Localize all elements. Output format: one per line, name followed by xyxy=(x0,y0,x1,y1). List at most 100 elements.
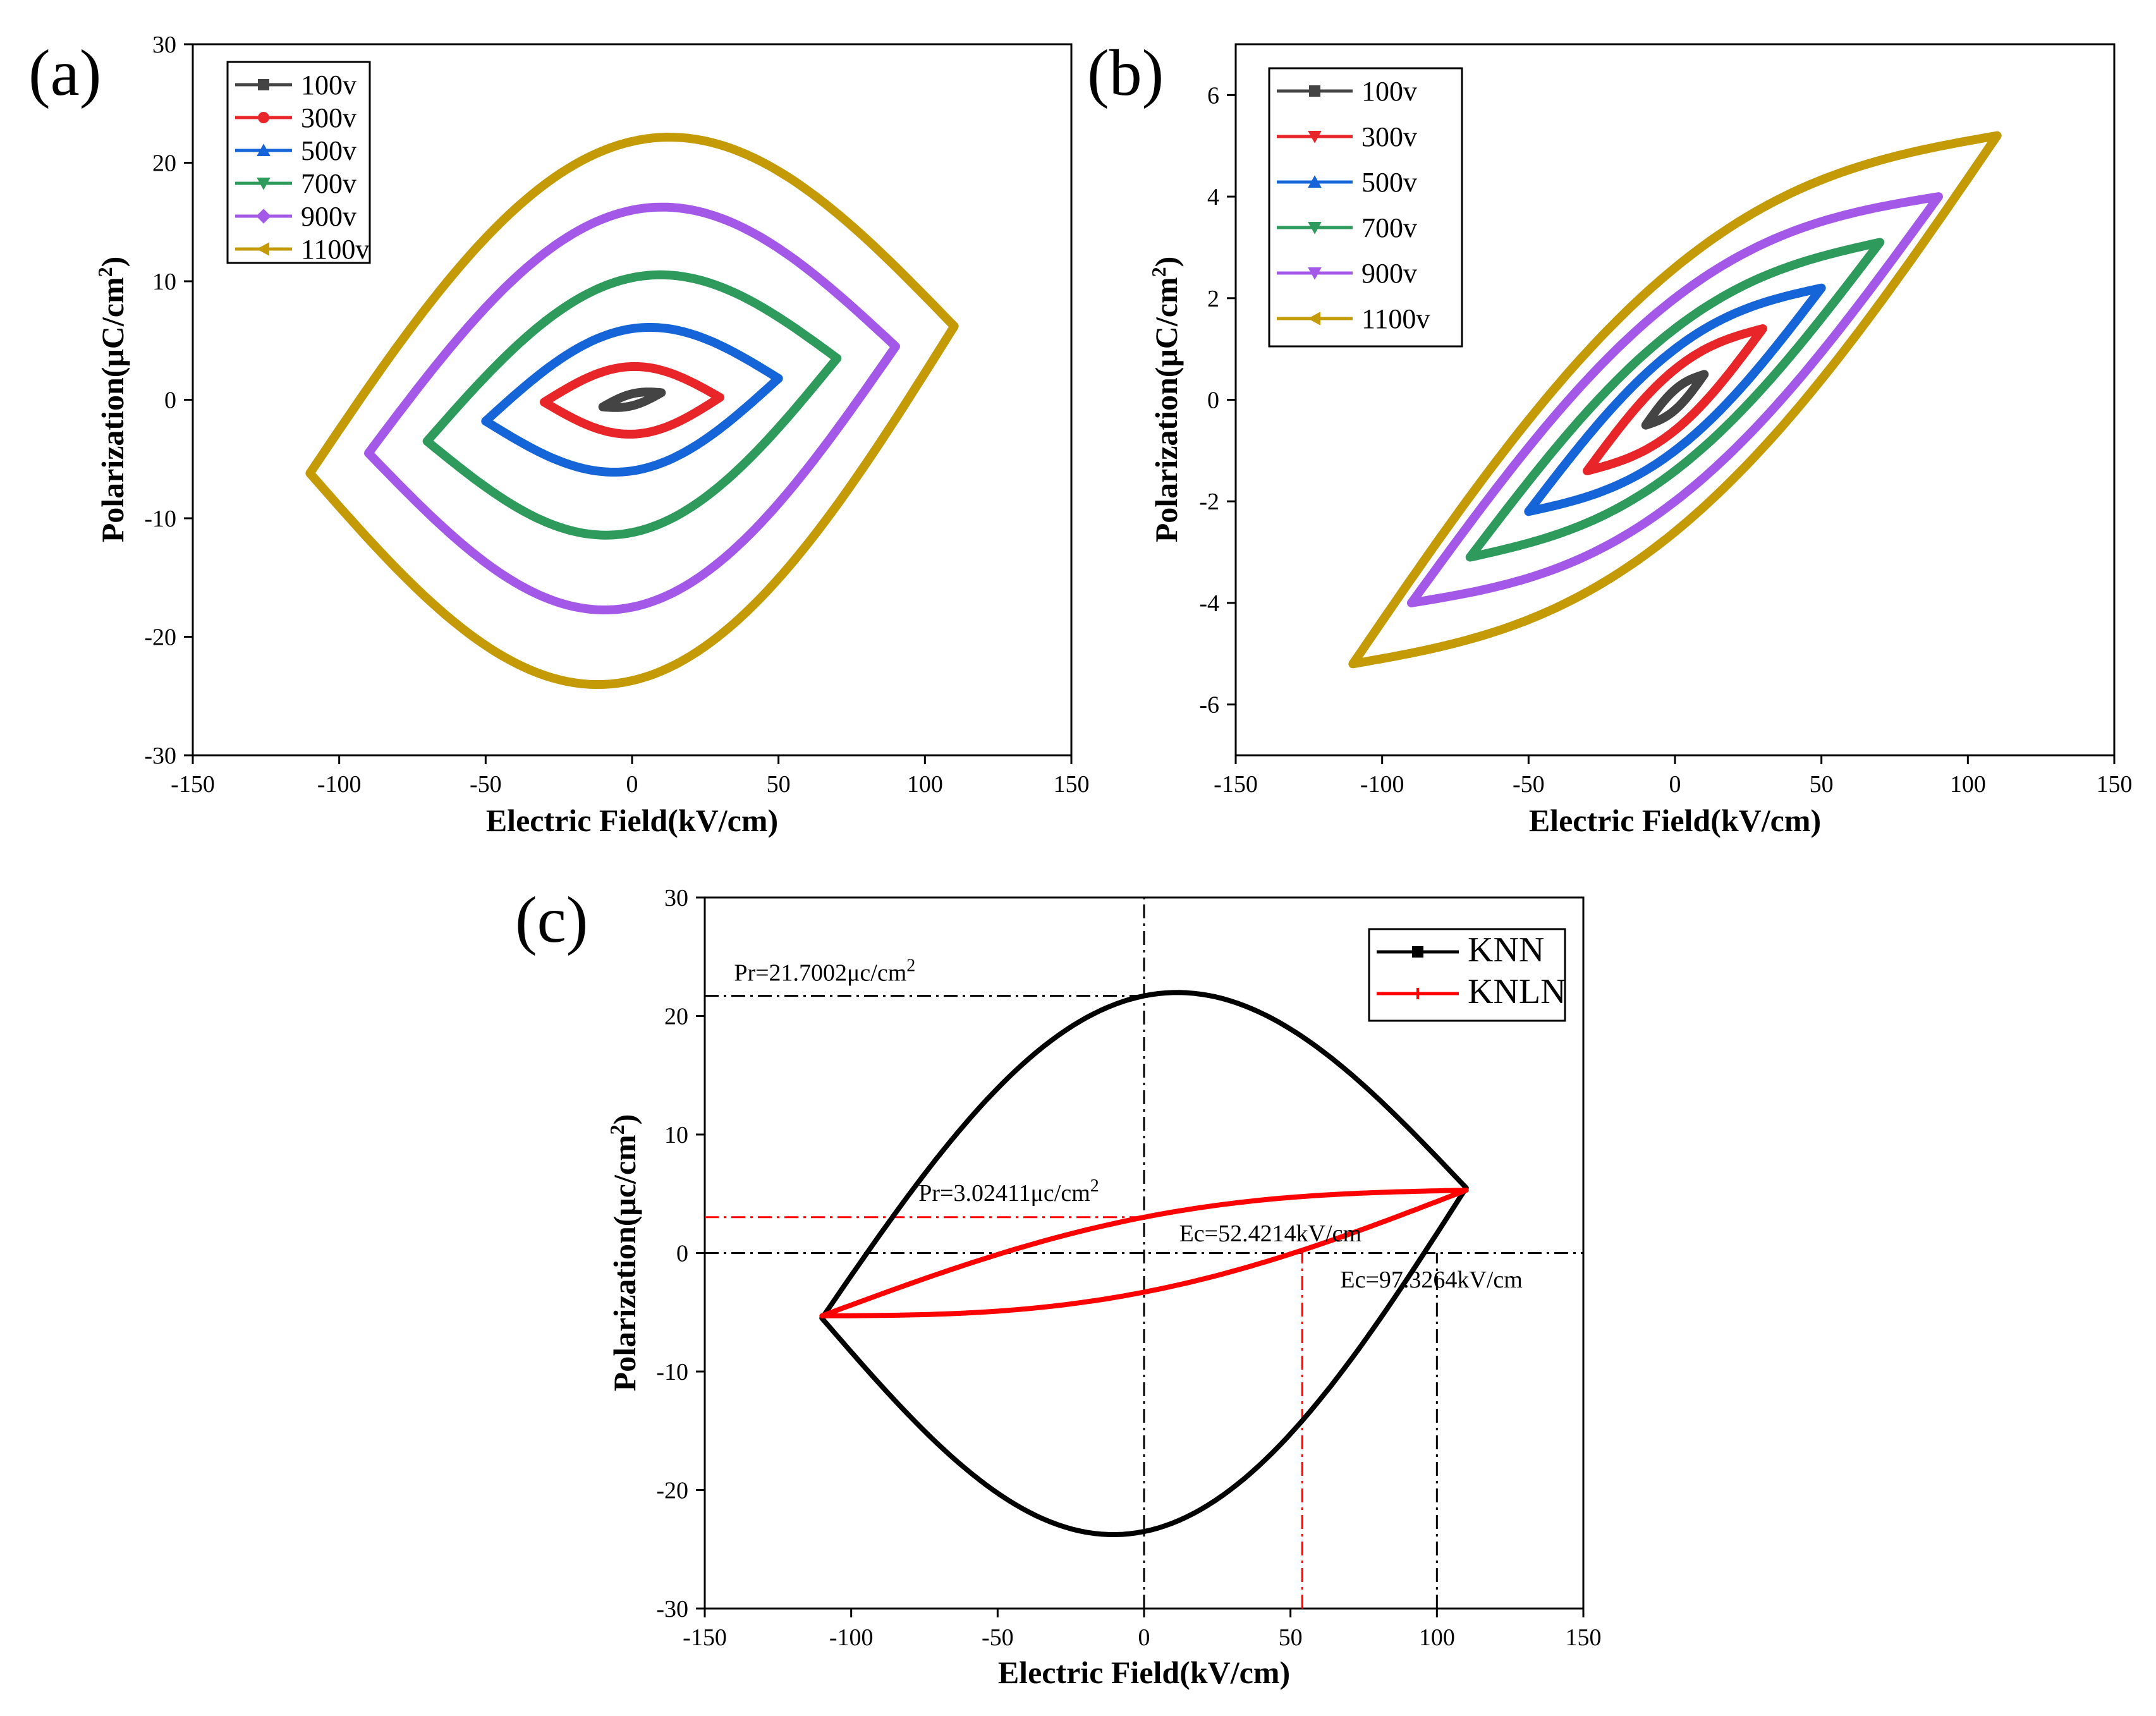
legend-label-1100v: 1100v xyxy=(301,234,369,265)
panel-b-y-axis-title-sup: 2 xyxy=(1147,267,1170,277)
annotation-text: Ec=52.4214kV/cm xyxy=(1179,1220,1361,1247)
panel-a-y-axis-title-tail: ) xyxy=(95,257,130,267)
y-tick-label: -30 xyxy=(656,1596,688,1622)
panel-b-x-axis-title: Electric Field(kV/cm) xyxy=(1529,803,1821,838)
series-500v-loop xyxy=(1524,283,1826,516)
x-tick-label: -150 xyxy=(683,1624,727,1651)
x-tick-label: 150 xyxy=(2097,771,2133,798)
legend-label-700v: 700v xyxy=(301,168,356,199)
x-tick-label: -150 xyxy=(171,771,215,798)
y-tick-label: 6 xyxy=(1207,82,1219,109)
series-100v-loop xyxy=(598,387,666,412)
x-tick-label: 50 xyxy=(767,771,791,798)
x-tick-label: -50 xyxy=(1513,771,1545,798)
legend-marker-300v xyxy=(258,112,269,123)
y-tick-label: -4 xyxy=(1199,590,1219,617)
panel-b-y-axis-title-main: Polarization(μC/cm xyxy=(1148,277,1184,542)
legend-marker-500v xyxy=(257,143,271,156)
y-tick-label: -20 xyxy=(656,1478,688,1504)
legend-marker-100v xyxy=(258,79,269,90)
series-1100v-loop xyxy=(1348,131,2002,669)
legend-label-500v: 500v xyxy=(301,135,356,166)
panel-b-y-axis-title-tail: ) xyxy=(1148,257,1184,267)
legend-marker-1100v xyxy=(1308,312,1320,326)
y-tick-label: -6 xyxy=(1199,692,1219,719)
y-tick-label: 0 xyxy=(676,1241,688,1267)
legend-marker-700v xyxy=(257,178,271,190)
panel-a: (a) -150 -100 -50 0 50 100 150-30-20-100102030… xyxy=(28,32,1090,838)
legend-box xyxy=(1368,928,1566,1022)
series-300v-loop xyxy=(540,362,724,439)
series-300v-loop xyxy=(1583,324,1767,475)
panel-b: (b) -150 -100 -50 0 50 100 150 -6 -4 -2 0 2 4 6 Elect… xyxy=(1087,37,2133,838)
x-tick-label: 0 xyxy=(626,771,638,798)
x-tick-label: 0 xyxy=(1138,1624,1150,1651)
panel-c-x-axis-title: Electric Field(kV/cm) xyxy=(998,1655,1290,1690)
legend-marker-500v xyxy=(1308,175,1322,188)
panel-c-series xyxy=(819,990,1469,1537)
series-500v-loop xyxy=(481,323,783,477)
panel-a-x-axis-title: Electric Field(kV/cm) xyxy=(486,803,778,838)
x-tick-label: -100 xyxy=(1360,771,1404,798)
y-tick-label: -30 xyxy=(144,743,176,769)
x-tick-label: 100 xyxy=(1419,1624,1455,1651)
legend-label-900v: 900v xyxy=(301,201,356,232)
legend-label-500v: 500v xyxy=(1361,167,1417,198)
x-tick-label: 150 xyxy=(1054,771,1090,798)
x-tick-label: 50 xyxy=(1810,771,1834,798)
legend-marker-KNN xyxy=(1412,946,1423,958)
legend-marker-KNLN xyxy=(1412,988,1423,999)
x-tick-label: 0 xyxy=(1669,771,1681,798)
legend-label-300v: 300v xyxy=(301,102,356,133)
panel-c-y-axis-title-sup: 2 xyxy=(606,1124,628,1135)
panel-b-label: (b) xyxy=(1087,37,1164,109)
y-tick-label: -10 xyxy=(144,506,176,532)
series-900v-loop xyxy=(364,202,900,614)
legend-label-900v: 900v xyxy=(1361,258,1417,289)
legend-label-1100v: 1100v xyxy=(1361,303,1430,334)
annotation-text: Pr=3.02411μc/cm2 xyxy=(918,1176,1099,1207)
panel-a-y-axis-title: Polarization(μC/cm2) xyxy=(94,257,130,543)
panel-a-label: (a) xyxy=(28,37,101,109)
panel-c: (c) -150 -100 -50 0 50 100 150-30-20-100102030… xyxy=(515,884,1602,1690)
x-tick-label: -100 xyxy=(829,1624,874,1651)
series-KNLN-loop xyxy=(819,1188,1469,1318)
x-tick-label: 100 xyxy=(907,771,943,798)
legend-box xyxy=(226,61,371,264)
y-tick-label: 10 xyxy=(664,1122,688,1148)
panel-c-y-axis-title: Polarization(μc/cm2) xyxy=(606,1114,642,1392)
panel-c-y-axis-title-tail: ) xyxy=(607,1114,642,1125)
series-700v-loop xyxy=(422,270,842,540)
panel-b-ticks: -150 -100 -50 0 50 100 150 -6 -4 -2 0 2 4 6 xyxy=(1199,82,2132,798)
x-tick-label: 100 xyxy=(1950,771,1986,798)
annotation-text: Pr=21.7002μc/cm2 xyxy=(734,956,915,987)
legend-label-100v: 100v xyxy=(1361,76,1417,107)
series-100v-loop xyxy=(1641,370,1709,430)
panel-c-annotations: Pr=21.7002μc/cm2 Pr=3.02411μc/cm2 Ec=52.42… xyxy=(734,956,1523,1293)
y-tick-label: 0 xyxy=(1207,387,1219,414)
legend-marker-700v xyxy=(1308,222,1322,234)
x-tick-label: -50 xyxy=(470,771,502,798)
y-tick-label: -10 xyxy=(656,1359,688,1385)
legend-marker-900v xyxy=(1308,267,1322,280)
legend-label-300v: 300v xyxy=(1361,121,1417,152)
x-tick-label: 50 xyxy=(1279,1624,1303,1651)
y-tick-label: 0 xyxy=(164,387,176,414)
y-tick-label: 10 xyxy=(152,269,176,295)
legend-marker-900v xyxy=(256,209,271,224)
panel-b-legend: 100v 300v 500v 700v 900v 1100v xyxy=(1268,67,1463,348)
legend-box xyxy=(1268,67,1463,348)
legend-marker-300v xyxy=(1308,131,1322,143)
x-tick-label: -50 xyxy=(982,1624,1014,1651)
legend-label-700v: 700v xyxy=(1361,212,1417,243)
y-tick-label: 20 xyxy=(152,150,176,177)
panel-c-label: (c) xyxy=(515,884,588,956)
panel-a-y-axis-title-main: Polarization(μC/cm xyxy=(95,277,130,542)
y-tick-label: -2 xyxy=(1199,489,1219,515)
x-tick-label: -150 xyxy=(1214,771,1258,798)
y-tick-label: 30 xyxy=(664,885,688,911)
